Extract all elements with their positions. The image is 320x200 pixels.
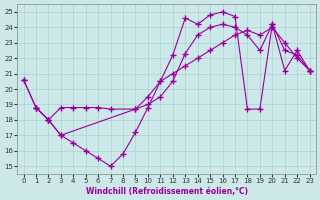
X-axis label: Windchill (Refroidissement éolien,°C): Windchill (Refroidissement éolien,°C) <box>85 187 248 196</box>
